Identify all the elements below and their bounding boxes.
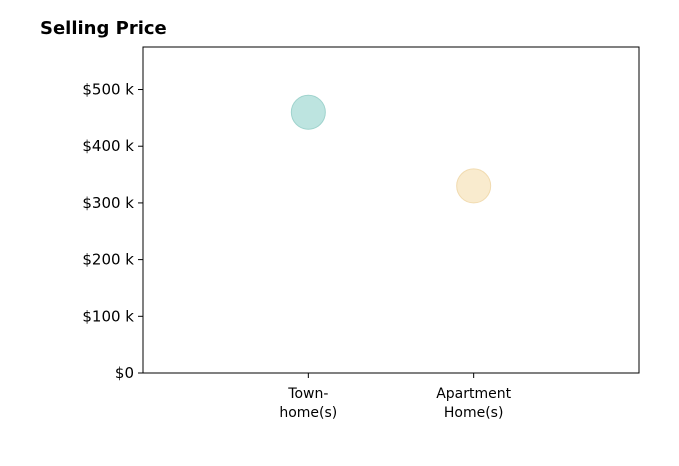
y-axis: $0 $100 k $200 k $300 k $400 k $500 k bbox=[82, 81, 143, 382]
x-tick-label-line: Home(s) bbox=[444, 405, 504, 421]
x-tick-label: Apartment Home(s) bbox=[436, 386, 511, 421]
y-tick-label: $500 k bbox=[82, 81, 134, 99]
y-tick-label: $200 k bbox=[82, 251, 134, 269]
x-tick-label-line: Apartment bbox=[436, 386, 511, 402]
y-tick-label: $300 k bbox=[82, 194, 134, 212]
data-point-marker bbox=[290, 94, 326, 130]
y-tick-label: $0 bbox=[115, 364, 134, 382]
x-tick-label-line: Town- bbox=[287, 386, 328, 402]
plot-area-frame bbox=[142, 46, 640, 374]
x-tick-label-line: home(s) bbox=[279, 405, 337, 421]
y-tick-label: $400 k bbox=[82, 137, 134, 155]
y-tick-label: $100 k bbox=[82, 307, 134, 325]
data-markers bbox=[290, 94, 492, 204]
data-point-marker bbox=[456, 168, 492, 204]
chart-title: Selling Price bbox=[40, 18, 167, 39]
x-tick-label: Town-home(s) bbox=[279, 386, 337, 421]
x-axis: Town-home(s) Apartment Home(s) bbox=[279, 373, 512, 421]
